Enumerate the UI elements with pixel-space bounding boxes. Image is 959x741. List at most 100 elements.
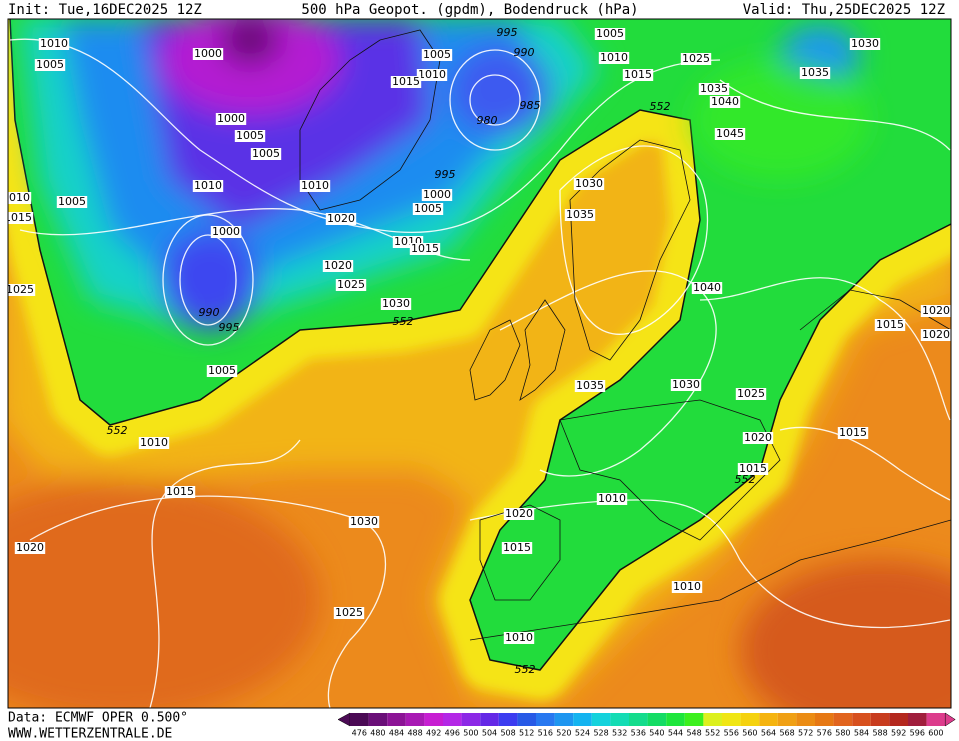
colorbar-label: 504	[482, 729, 497, 738]
colorbar-swatch	[554, 713, 574, 726]
colorbar-swatch	[666, 713, 685, 726]
isobar-label: 1015	[166, 485, 194, 498]
isobar-label: 1000	[194, 47, 222, 60]
colorbar-label: 592	[891, 729, 906, 738]
isobar-label: 1010	[2, 191, 30, 204]
isobar-label-box	[192, 180, 224, 192]
valid-time: Valid: Thu,25DEC2025 12Z	[743, 2, 945, 18]
isobar-label: 1010	[505, 631, 533, 644]
colorbar-swatch	[480, 713, 499, 726]
isobar-label-box	[412, 203, 444, 215]
isobar-label-box	[501, 542, 533, 554]
coastlines	[299, 29, 951, 641]
isobar-label: 1015	[839, 426, 867, 439]
isobar-label: 1030	[672, 378, 700, 391]
isobar-label-box	[421, 189, 453, 201]
isobar-label: 1000	[423, 188, 451, 201]
isobar-label: 995	[219, 321, 240, 334]
colorbar-label: 564	[761, 729, 776, 738]
colorbar-swatch	[443, 713, 462, 726]
isobar-label-box	[698, 83, 730, 95]
isobar-label-box	[409, 243, 441, 255]
site-name: WWW.WETTERZENTRALE.DE	[8, 727, 172, 741]
isobar-label: 552	[515, 663, 536, 676]
colorbar-swatch	[796, 713, 815, 726]
colorbar-label: 560	[742, 729, 757, 738]
colorbar-arrow-low	[337, 712, 351, 727]
isobar-label-box	[416, 69, 448, 81]
colorbar-label: 568	[779, 729, 794, 738]
isobar-label: 1025	[335, 606, 363, 619]
isobar-label-box	[920, 329, 951, 341]
isobar-label-box	[206, 365, 238, 377]
isobar-label: 1020	[922, 328, 950, 341]
isobar-label: 1030	[382, 297, 410, 310]
colorbar-label: 540	[649, 729, 664, 738]
isobar-label: 1030	[575, 177, 603, 190]
colorbar-swatch	[703, 713, 722, 726]
isobar-label: 1005	[596, 27, 624, 40]
colorbar-swatch	[610, 713, 629, 726]
colorbar-label: 572	[798, 729, 813, 738]
isobar-label-box	[874, 319, 906, 331]
isobar-label: 1040	[693, 281, 721, 294]
colorbar-label: 584	[854, 729, 869, 738]
colorbar-label: 516	[538, 729, 553, 738]
isobar-label-box	[714, 128, 746, 140]
colorbar-swatch	[517, 713, 536, 726]
isobar-label: 995	[435, 168, 456, 181]
isobar-label: 1005	[236, 129, 264, 142]
isobar-label-box	[503, 508, 535, 520]
colorbar-label: 528	[593, 729, 608, 738]
colorbar-swatch	[536, 713, 555, 726]
isobar-label-box	[574, 380, 606, 392]
isobar-label: 1005	[208, 364, 236, 377]
colorbar: 476 480 484 488 492 496 500 504 508 512 516 520 524 5…	[337, 712, 956, 738]
isobars	[9, 38, 951, 708]
colorbar-swatch	[889, 713, 908, 726]
isobar-label-box	[348, 516, 380, 528]
colorbar-label: 496	[445, 729, 460, 738]
map-frame	[7, 18, 952, 709]
isobar-label: 1010	[301, 179, 329, 192]
isobar-label: 980	[477, 114, 498, 127]
isobar-label: 1010	[673, 580, 701, 593]
isobar-label: 1015	[739, 462, 767, 475]
isobar-label-box	[380, 298, 412, 310]
isobar-label-box	[215, 113, 247, 125]
colorbar-label: 524	[575, 729, 590, 738]
map-title: 500 hPa Geopot. (gpdm), Bodendruck (hPa)	[301, 2, 638, 18]
colorbar-label: 544	[668, 729, 683, 738]
isobar-label: 1005	[36, 58, 64, 71]
isobar-label-box	[325, 213, 357, 225]
isobar-label: 1020	[922, 304, 950, 317]
isobar-label-box	[38, 38, 70, 50]
colorbar-swatch	[777, 713, 797, 726]
isobar-label-box	[503, 632, 535, 644]
isobar-label-box	[210, 226, 242, 238]
colorbar-swatch	[870, 713, 890, 726]
colorbar-swatch	[405, 713, 425, 726]
colorbar-swatch	[722, 713, 741, 726]
colorbar-swatch	[573, 713, 592, 726]
isobar-label: 1010	[600, 51, 628, 64]
colorbar-label: 488	[407, 729, 422, 738]
colorbar-swatch	[591, 713, 611, 726]
colorbar-label: 476	[352, 729, 367, 738]
isobar-label-box	[594, 28, 626, 40]
isobar-label: 1020	[505, 507, 533, 520]
isobar-label-box	[234, 130, 266, 142]
isobar-label: 985	[520, 99, 541, 112]
isobar-label-box	[138, 437, 170, 449]
colorbar-swatch	[387, 713, 406, 726]
colorbar-swatch	[759, 713, 778, 726]
isobar-label-box	[8, 212, 34, 224]
colorbar-label: 600	[928, 729, 943, 738]
isobar-label-box	[691, 282, 723, 294]
isobar-label-box	[671, 581, 703, 593]
colorbar-label: 520	[556, 729, 571, 738]
isobar-label: 1025	[682, 52, 710, 65]
isobar-label-box	[735, 388, 767, 400]
colorbar-label: 576	[817, 729, 832, 738]
isobar-label: 1005	[423, 48, 451, 61]
